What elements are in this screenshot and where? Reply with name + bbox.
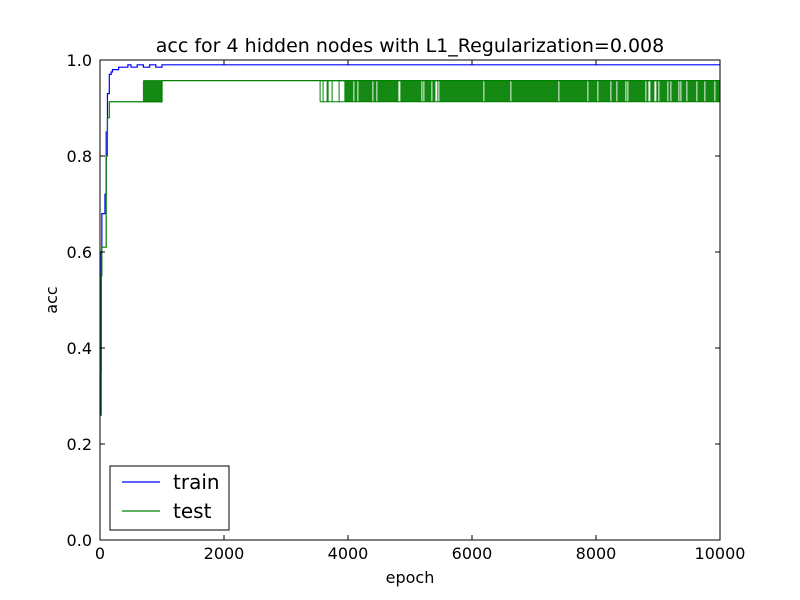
axes-frame bbox=[99, 59, 721, 541]
x-tick-label: 8000 bbox=[576, 544, 617, 563]
ticks-layer: 0 2000 4000 6000 8000 10000 0.0 0.2 0.4 0.6 0.8 1.0 bbox=[67, 51, 746, 563]
x-axis-label: epoch bbox=[386, 568, 435, 587]
plot-area bbox=[100, 60, 720, 540]
x-tick-label: 10000 bbox=[695, 544, 746, 563]
x-tick-label: 6000 bbox=[452, 544, 493, 563]
y-tick-label: 1.0 bbox=[67, 51, 92, 70]
legend-label-train: train bbox=[173, 470, 220, 494]
y-tick-label: 0.2 bbox=[67, 435, 92, 454]
y-tick-label: 0.4 bbox=[67, 339, 92, 358]
legend-label-test: test bbox=[173, 499, 212, 523]
y-tick-label: 0.0 bbox=[67, 531, 92, 550]
series-test-oscillation-0 bbox=[142, 80, 162, 103]
legend-box bbox=[109, 465, 230, 531]
legend: train test bbox=[109, 465, 230, 531]
series-test-oscillation-2 bbox=[344, 80, 720, 103]
series-line-train bbox=[100, 64, 720, 416]
series-line-test bbox=[100, 80, 720, 416]
y-tick-label: 0.8 bbox=[67, 147, 92, 166]
series-layer bbox=[100, 64, 720, 416]
y-tick-label: 0.6 bbox=[67, 243, 92, 262]
x-tick-label: 2000 bbox=[204, 544, 245, 563]
y-axis-label: acc bbox=[42, 286, 61, 313]
x-tick-label: 0 bbox=[95, 544, 105, 563]
chart-title: acc for 4 hidden nodes with L1_Regulariz… bbox=[156, 35, 664, 57]
x-tick-label: 4000 bbox=[328, 544, 369, 563]
